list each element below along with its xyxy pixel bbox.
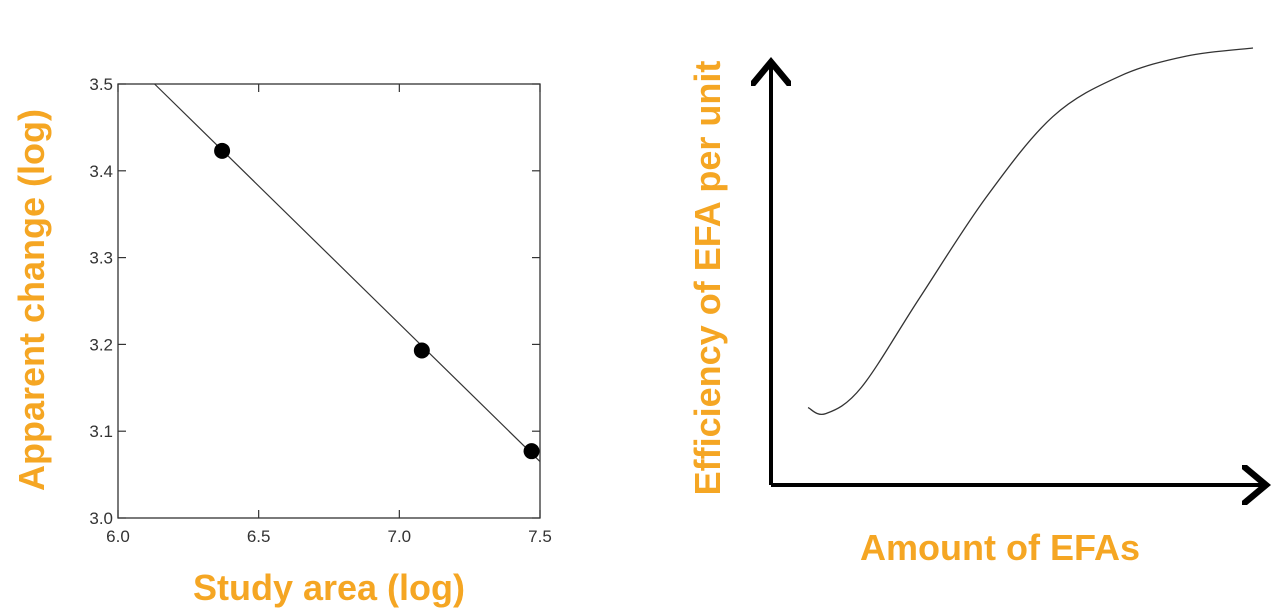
data-point bbox=[413, 342, 430, 359]
y-tick-label: 3.4 bbox=[89, 162, 113, 181]
regression-line bbox=[154, 83, 541, 463]
scatter-y-axis-title: Apparent change (log) bbox=[11, 109, 52, 491]
y-tick-label: 3.2 bbox=[89, 335, 113, 354]
scatter-tick-labels: 6.0 6.5 7.0 7.5 3.0 3.1 3.2 3.3 3.4 3.5 bbox=[89, 75, 551, 546]
s-curve-x-axis-title: Amount of EFAs bbox=[860, 527, 1140, 568]
scatter-points bbox=[214, 142, 540, 460]
x-tick-label: 6.0 bbox=[106, 527, 130, 546]
scatter-plot-frame bbox=[117, 83, 541, 519]
y-tick-label: 3.1 bbox=[89, 422, 113, 441]
s-curve-chart: Amount of EFAs Efficiency of EFA per uni… bbox=[687, 47, 1262, 568]
efficiency-curve bbox=[807, 47, 1254, 416]
data-point bbox=[523, 443, 540, 460]
y-tick-label: 3.0 bbox=[89, 509, 113, 528]
y-tick-label: 3.3 bbox=[89, 249, 113, 268]
x-tick-label: 6.5 bbox=[247, 527, 271, 546]
x-tick-label: 7.5 bbox=[528, 527, 552, 546]
y-tick-label: 3.5 bbox=[89, 75, 113, 94]
s-curve-y-axis-title: Efficiency of EFA per unit bbox=[687, 61, 728, 496]
scatter-x-axis-title: Study area (log) bbox=[193, 567, 465, 608]
scatter-chart: 6.0 6.5 7.0 7.5 3.0 3.1 3.2 3.3 3.4 3.5 Study are… bbox=[11, 75, 552, 608]
x-tick-label: 7.0 bbox=[388, 527, 412, 546]
scatter-ticks bbox=[117, 83, 541, 519]
data-point bbox=[214, 142, 231, 159]
